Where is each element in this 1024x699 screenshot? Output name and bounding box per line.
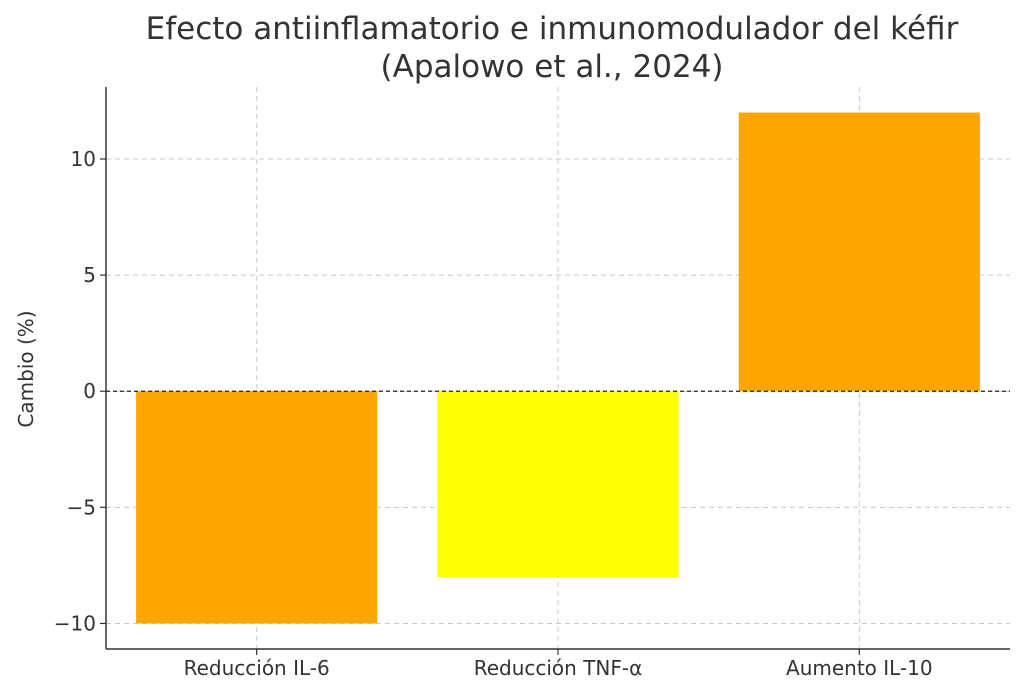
x-tick-label: Aumento IL-10 [786,656,933,680]
y-tick-label: 10 [71,147,96,171]
y-tick-label: −10 [54,611,96,635]
y-tick-label: 0 [83,379,96,403]
bar [738,112,980,392]
bars-layer [136,112,980,624]
y-axis-label: Cambio (%) [14,310,38,427]
chart-title-line-2: (Apalowo et al., 2024) [381,49,724,85]
x-tick-label: Reducción TNF-α [474,656,643,680]
bar [437,391,679,578]
y-tick-label: 5 [83,263,96,287]
y-tick-label: −5 [67,495,96,519]
x-tick-label: Reducción IL-6 [184,656,330,680]
chart-title-line-1: Efecto antiinflamatorio e inmunomodulado… [146,11,959,47]
bar [136,391,378,624]
ticks-layer: −10 −5 0 5 10 Reducción IL-6 Reducción TNF-α Au… [54,147,933,680]
